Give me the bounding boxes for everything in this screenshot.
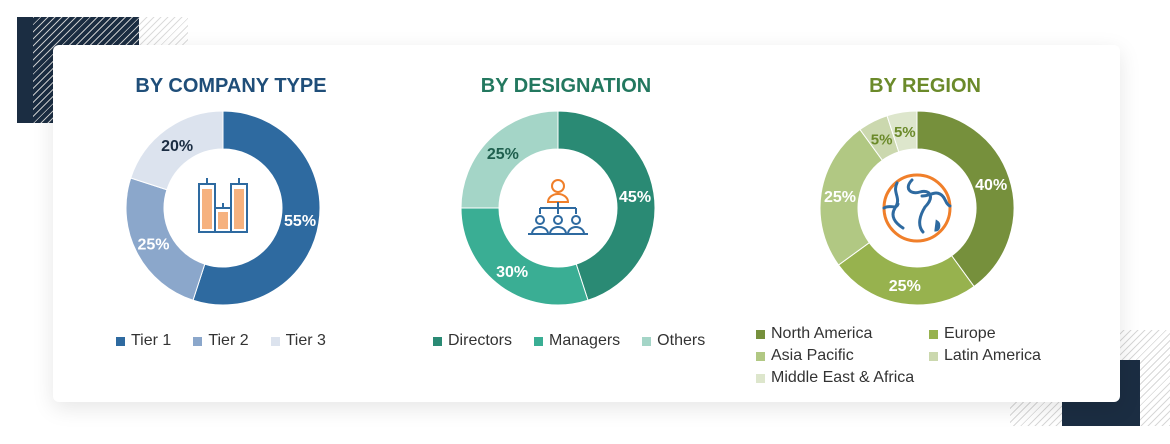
legend-label: Managers [549,332,621,349]
data-label: 55% [284,213,316,230]
legend-label: Tier 3 [285,332,326,349]
legend-swatch [756,373,765,383]
legend-label: Others [657,332,706,349]
legend-label: Asia Pacific [771,347,854,364]
donut-slice-tier-3 [130,110,224,191]
legend-label: North America [771,325,873,342]
donut-chart: 55% 25% 20% [125,110,321,306]
donut-chart: 40% 25% 25% 5% 5% [819,110,1015,306]
chart-title: BY REGION [869,75,981,97]
data-label: 30% [496,264,528,281]
legend: Tier 1 Tier 2 Tier 3 [116,332,348,351]
legend-swatch [929,329,938,339]
panel-designation: BY DESIGNATION 45% 30% 25% Directors Manage… [388,45,744,402]
org-hierarchy-icon [528,179,588,235]
donut-slice-tier-1 [192,110,321,306]
data-label: 25% [137,236,169,253]
legend-label: Europe [944,325,996,342]
legend-label: Latin America [944,347,1041,364]
legend-item: Tier 3 [270,332,326,350]
legend-swatch [534,336,544,346]
legend-item: Managers [534,332,620,350]
legend-swatch [193,336,203,346]
donut-chart: 45% 30% 25% [460,110,656,306]
globe-icon [882,173,952,243]
chart-title: BY COMPANY TYPE [135,75,327,97]
legend: North America Europe Asia Pacific Latin Ame… [756,325,1079,387]
legend-swatch [433,336,442,346]
donut-slice-north-america [916,110,1015,288]
donut-slice-europe [837,241,975,306]
legend-item: Europe [929,325,1079,343]
legend-label: Tier 1 [131,332,172,349]
legend-item: Latin America [929,347,1079,365]
legend-label: Middle East & Africa [771,369,915,386]
legend-item: Asia Pacific [756,347,929,365]
legend-swatch [642,336,652,346]
panel-company-type: BY COMPANY TYPE 55% 25% 20% Tier 1 Tier 2 Ti… [53,45,409,402]
donut-slice-managers [460,207,589,306]
legend-item: Directors [433,332,512,350]
legend-swatch [756,351,765,361]
donut-slice-directors [557,110,656,301]
legend-item: Tier 1 [116,332,171,350]
legend-item: Tier 2 [193,332,249,350]
legend-swatch [116,336,125,346]
donut-slice-middle-east-africa [886,110,918,153]
data-label: 25% [889,278,921,295]
data-label: 25% [824,189,856,206]
legend-item: Others [642,332,705,350]
chart-title: BY DESIGNATION [480,75,652,97]
chart-card: BY COMPANY TYPE 55% 25% 20% Tier 1 Tier 2 Ti… [53,45,1120,402]
legend-label: Directors [448,332,513,349]
data-label: 45% [619,189,651,206]
data-label: 25% [487,146,519,163]
legend-item: Middle East & Africa [756,369,929,387]
panel-region: BY REGION 40% 25% 25% 5% 5% North America Eur… [747,45,1103,402]
data-label: 20% [161,138,193,155]
buildings-icon [198,178,248,233]
legend-swatch [929,351,938,361]
data-label: 40% [975,177,1007,194]
legend-item: North America [756,325,929,343]
legend-label: Tier 2 [208,332,249,349]
data-label: 5% [871,132,893,149]
donut-slice-others [460,110,559,209]
legend: Directors Managers Others [433,332,727,351]
legend-swatch [270,336,280,346]
data-label: 5% [894,124,916,141]
legend-swatch [756,329,765,339]
